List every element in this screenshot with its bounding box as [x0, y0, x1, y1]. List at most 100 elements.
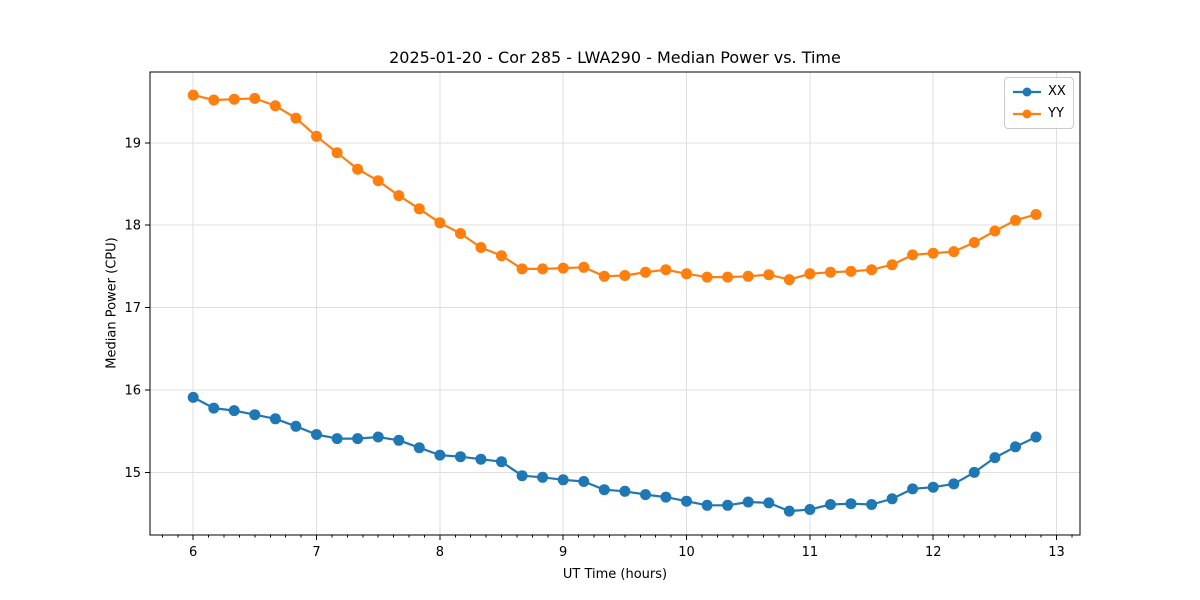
legend-swatch-xx-icon — [1013, 87, 1041, 97]
data-point-marker-xx — [886, 493, 898, 505]
data-point-marker-yy — [537, 263, 549, 275]
legend-item-xx: XX — [1012, 83, 1066, 101]
x-axis-label: UT Time (hours) — [562, 567, 668, 582]
data-point-marker-yy — [886, 259, 898, 271]
data-point-marker-yy — [578, 261, 590, 273]
data-point-marker-yy — [393, 190, 405, 202]
legend: XX YY — [1004, 77, 1074, 129]
y-tick-label: 15 — [124, 466, 141, 481]
data-point-marker-xx — [352, 433, 364, 445]
data-point-marker-xx — [557, 474, 569, 486]
data-point-marker-yy — [825, 266, 836, 278]
data-point-marker-xx — [187, 391, 199, 403]
data-point-marker-yy — [372, 175, 384, 187]
data-point-marker-xx — [311, 429, 322, 440]
data-point-marker-yy — [269, 100, 281, 112]
data-point-marker-xx — [1010, 441, 1021, 453]
x-tick-label: 11 — [802, 545, 819, 560]
data-point-marker-xx — [228, 405, 240, 417]
data-point-marker-yy — [619, 270, 631, 281]
y-tick-label: 16 — [124, 384, 141, 399]
data-point-marker-yy — [927, 247, 939, 259]
data-point-marker-yy — [722, 271, 734, 283]
data-point-marker-xx — [249, 409, 261, 421]
data-point-marker-yy — [331, 147, 343, 159]
plot-area — [150, 72, 1080, 535]
data-point-marker-yy — [187, 89, 199, 101]
data-point-marker-yy — [1010, 214, 1021, 226]
data-point-marker-xx — [989, 452, 1001, 464]
legend-swatch-yy-icon — [1013, 109, 1041, 119]
data-point-marker-xx — [825, 499, 836, 510]
data-point-marker-yy — [989, 225, 1001, 237]
data-point-marker-yy — [701, 271, 713, 283]
data-point-marker-xx — [372, 431, 384, 443]
y-tick-label: 19 — [124, 136, 141, 151]
data-point-marker-xx — [968, 466, 980, 478]
data-point-marker-xx — [208, 402, 220, 414]
data-point-marker-xx — [290, 420, 302, 432]
data-point-marker-yy — [763, 269, 775, 281]
data-point-marker-yy — [804, 268, 816, 280]
data-point-marker-xx — [455, 451, 466, 463]
plot-title: 2025-01-20 - Cor 285 - LWA290 - Median P… — [389, 48, 841, 67]
x-tick-label: 6 — [189, 545, 197, 560]
data-point-marker-xx — [804, 504, 816, 515]
data-point-marker-yy — [640, 266, 651, 278]
data-point-marker-yy — [845, 265, 857, 277]
data-point-marker-yy — [290, 112, 302, 124]
data-point-marker-yy — [968, 237, 980, 248]
data-point-marker-xx — [537, 471, 549, 483]
x-tick-label: 12 — [925, 545, 942, 560]
legend-label-yy: YY — [1048, 106, 1064, 121]
data-point-marker-yy — [496, 250, 507, 262]
data-point-marker-xx — [516, 470, 528, 482]
data-point-marker-xx — [434, 449, 446, 461]
data-point-marker-yy — [413, 203, 425, 215]
data-point-marker-xx — [927, 481, 939, 493]
x-tick-label: 13 — [1048, 545, 1065, 560]
x-tick-label: 7 — [312, 545, 320, 560]
x-tick-label: 9 — [559, 545, 567, 560]
data-point-marker-yy — [475, 242, 487, 253]
data-point-marker-yy — [907, 249, 919, 261]
data-point-marker-xx — [598, 484, 610, 496]
x-tick-label: 8 — [436, 545, 444, 560]
axes-border — [149, 71, 1081, 536]
data-point-marker-yy — [516, 263, 528, 275]
data-point-marker-xx — [742, 496, 754, 508]
data-point-marker-yy — [249, 92, 261, 104]
data-point-marker-yy — [352, 163, 364, 175]
data-point-marker-yy — [455, 228, 466, 239]
data-point-marker-yy — [311, 130, 322, 142]
data-point-marker-xx — [701, 499, 713, 511]
data-point-marker-yy — [660, 264, 672, 276]
data-point-marker-xx — [722, 499, 734, 511]
data-point-marker-yy — [598, 270, 610, 282]
legend-label-xx: XX — [1048, 84, 1066, 99]
data-point-marker-xx — [907, 483, 919, 495]
data-point-marker-yy — [742, 270, 754, 282]
data-point-marker-xx — [783, 505, 795, 517]
data-point-marker-yy — [208, 94, 220, 106]
data-point-marker-yy — [434, 217, 446, 229]
data-point-marker-xx — [496, 456, 507, 468]
data-point-marker-yy — [1030, 209, 1042, 220]
legend-item-yy: YY — [1012, 105, 1065, 123]
data-point-marker-yy — [866, 264, 878, 276]
data-point-marker-xx — [331, 433, 343, 445]
data-point-marker-xx — [660, 491, 672, 503]
data-point-marker-xx — [681, 495, 692, 507]
data-point-marker-xx — [1030, 431, 1042, 443]
data-point-marker-xx — [948, 478, 960, 490]
data-point-marker-xx — [578, 476, 590, 487]
data-point-marker-xx — [845, 498, 857, 510]
data-point-marker-xx — [640, 489, 651, 501]
data-point-marker-yy — [557, 262, 569, 274]
data-point-marker-xx — [619, 485, 631, 497]
data-point-marker-yy — [783, 274, 795, 286]
data-point-marker-xx — [269, 413, 281, 425]
data-point-marker-xx — [393, 434, 405, 446]
